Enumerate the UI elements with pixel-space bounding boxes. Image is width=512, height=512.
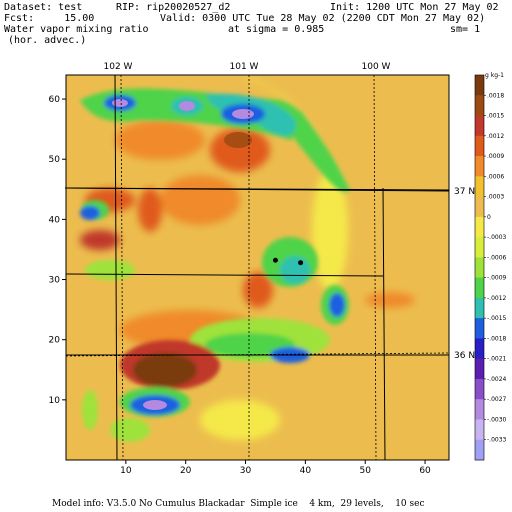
colorbar-swatch: [475, 95, 484, 117]
field-subname: (hor. advec.): [8, 35, 87, 46]
colorbar-label: -.0018: [487, 335, 507, 342]
colorbar-swatch: [475, 135, 484, 157]
model-info-footer: Model info: V3.5.0 No Cumulus Blackadar …: [52, 499, 425, 509]
valid-label: Valid: 0300 UTC Tue 28 May 02 (2200 CDT …: [160, 13, 486, 24]
field-contours: [66, 75, 449, 460]
colorbar-swatch: [475, 439, 484, 461]
colorbar-swatch: [475, 156, 484, 177]
lat-label-36n: 36 N: [454, 351, 475, 361]
map-boundaries: [64, 74, 450, 461]
lon-label-101w: 101 W: [230, 62, 259, 72]
colorbar-swatch: [475, 338, 484, 360]
colorbar-swatch: [475, 358, 484, 380]
x-tick-label: 40: [300, 466, 312, 476]
x-tick-label: 50: [359, 466, 371, 476]
colorbar-label: -.0003: [487, 234, 507, 241]
colorbar-swatch: [475, 237, 484, 258]
y-tick-label: 20: [49, 336, 61, 346]
fcst-label: Fcst: 15.00: [4, 13, 95, 24]
colorbar-label: -.0030: [487, 416, 507, 423]
colorbar-label: -.0027: [487, 396, 507, 403]
colorbar-label: -.0012: [487, 295, 507, 302]
colorbar-swatch: [475, 399, 484, 420]
y-tick-label: 10: [49, 396, 61, 406]
colorbar-swatch: [475, 419, 484, 441]
x-tick-label: 10: [120, 466, 132, 476]
x-tick-label: 30: [240, 466, 252, 476]
x-tick-label: 60: [419, 466, 431, 476]
colorbar-unit: g kg-1: [485, 72, 504, 79]
y-tick-label: 50: [49, 155, 61, 165]
colorbar-label: -.0009: [487, 275, 507, 282]
init-label: Init: 1200 UTC Mon 27 May 02: [330, 2, 499, 13]
colorbar-label: -.0021: [487, 356, 507, 363]
y-tick-label: 30: [49, 276, 61, 286]
y-axis-ticks: 10 20 30 40 50 60: [49, 95, 66, 406]
colorbar-swatch: [475, 216, 484, 238]
lon-label-102w: 102 W: [104, 62, 133, 72]
colorbar-label: -.0033: [487, 437, 507, 444]
colorbar-swatch: [475, 297, 484, 319]
colorbar-label: .0006: [487, 173, 504, 180]
colorbar-label: .0015: [487, 113, 504, 120]
plotted-points: [272, 257, 304, 266]
colorbar-swatch: [475, 257, 484, 279]
x-axis-ticks: 10 20 30 40 50 60: [120, 460, 431, 476]
sm-label: sm= 1: [450, 24, 481, 35]
colorbar-swatch: [475, 75, 484, 96]
sigma-label: at sigma = 0.985: [228, 24, 325, 35]
lat-label-37n: 37 N: [454, 187, 475, 197]
colorbar-label: -.0006: [487, 254, 507, 261]
colorbar-swatch: [475, 277, 484, 299]
colorbar: .0018 .0015 .0012 .0009 .0006 .0003 0 -.0003 -.0…: [474, 74, 507, 461]
colorbar-frame: [474, 74, 485, 461]
colorbar-label: .0003: [487, 194, 504, 201]
y-tick-label: 40: [49, 215, 61, 225]
colorbar-label: 0: [487, 214, 491, 221]
y-tick-label: 60: [49, 95, 61, 105]
colorbar-swatch: [475, 176, 484, 198]
colorbar-swatch: [475, 196, 484, 218]
colorbar-swatch: [475, 318, 484, 339]
station-point: [298, 260, 304, 266]
station-point: [272, 257, 278, 263]
plot-frame: [65, 74, 450, 461]
dataset-label: Dataset: test: [4, 2, 83, 13]
colorbar-label: .0012: [487, 133, 504, 140]
meridians: [65, 74, 450, 461]
colorbar-label: .0009: [487, 153, 504, 160]
colorbar-swatch: [475, 115, 484, 137]
colorbar-swatch: [475, 378, 484, 400]
rip-label: RIP: rip20020527_d2: [116, 2, 231, 13]
colorbar-label: .0018: [487, 92, 504, 99]
colorbar-label: -.0024: [487, 376, 507, 383]
colorbar-label: -.0015: [487, 315, 507, 322]
x-tick-label: 20: [180, 466, 192, 476]
field-name: Water vapor mixing ratio: [4, 24, 149, 35]
lon-label-100w: 100 W: [362, 62, 391, 72]
